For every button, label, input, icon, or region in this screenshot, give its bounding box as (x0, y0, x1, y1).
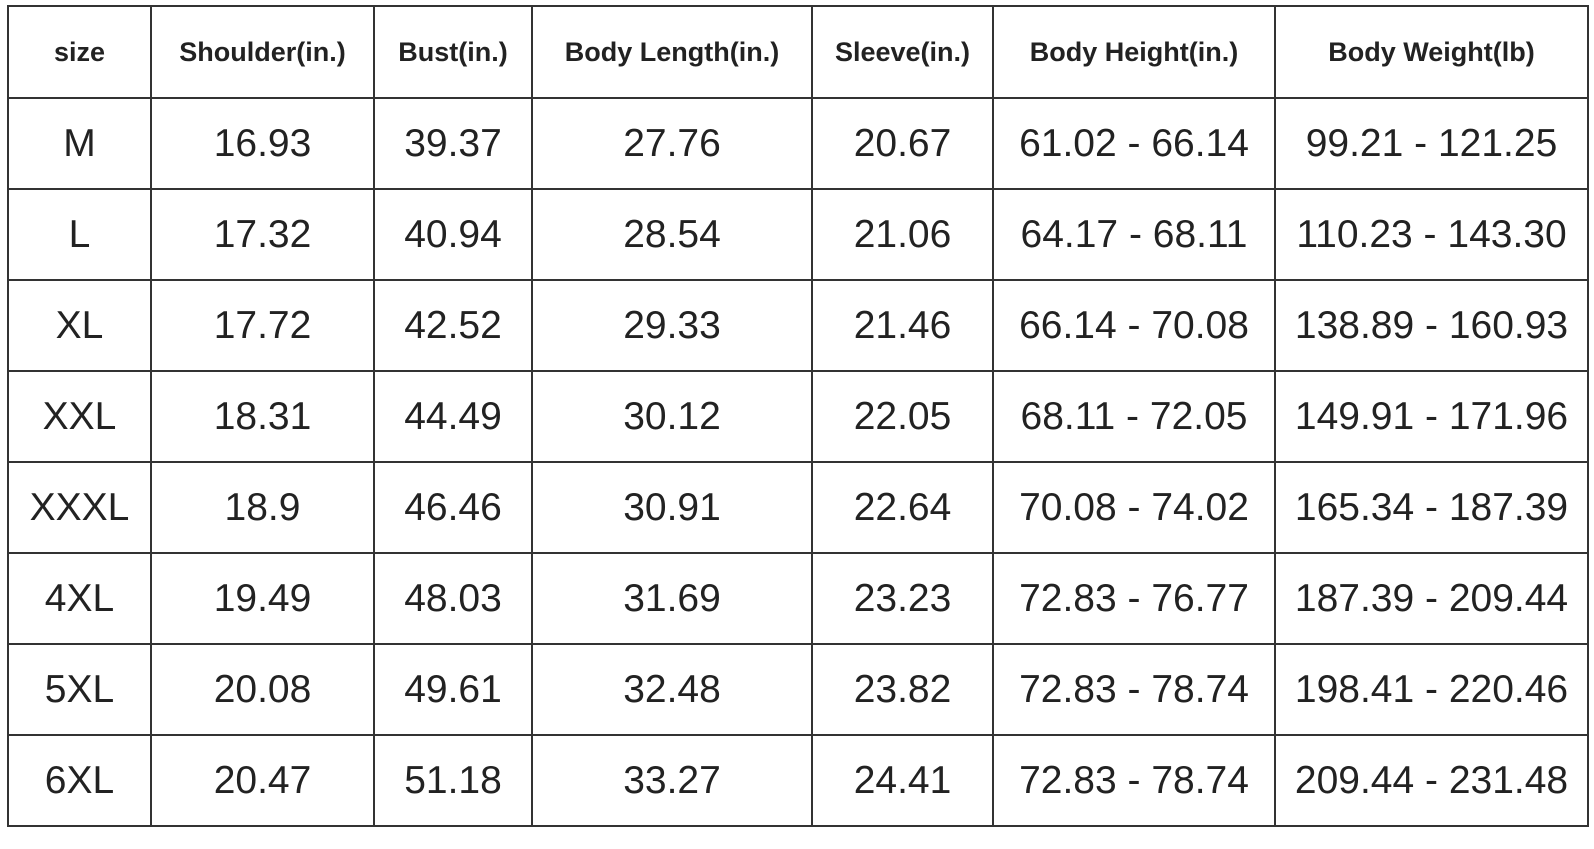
value-cell: 70.08 - 74.02 (992, 461, 1276, 554)
value-cell: 39.37 (373, 97, 533, 190)
value-cell: 18.9 (150, 461, 375, 554)
value-cell: 30.91 (531, 461, 813, 554)
value-cell: 17.32 (150, 188, 375, 281)
value-cell: 68.11 - 72.05 (992, 370, 1276, 463)
value-cell: 44.49 (373, 370, 533, 463)
value-cell: 42.52 (373, 279, 533, 372)
value-cell: 21.46 (811, 279, 994, 372)
value-cell: 16.93 (150, 97, 375, 190)
size-cell: 5XL (7, 643, 152, 736)
value-cell: 72.83 - 76.77 (992, 552, 1276, 645)
size-table: size Shoulder(in.) Bust(in.) Body Length(in… (7, 5, 1589, 827)
value-cell: 110.23 - 143.30 (1274, 188, 1589, 281)
value-cell: 99.21 - 121.25 (1274, 97, 1589, 190)
table-row: XXXL 18.9 46.46 30.91 22.64 70.08 - 74.02 165.… (7, 461, 1589, 554)
header-cell: Sleeve(in.) (811, 5, 994, 99)
value-cell: 72.83 - 78.74 (992, 643, 1276, 736)
value-cell: 19.49 (150, 552, 375, 645)
size-cell: M (7, 97, 152, 190)
value-cell: 48.03 (373, 552, 533, 645)
value-cell: 138.89 - 160.93 (1274, 279, 1589, 372)
table-row: 6XL 20.47 51.18 33.27 24.41 72.83 - 78.74 209.… (7, 734, 1589, 827)
value-cell: 17.72 (150, 279, 375, 372)
value-cell: 27.76 (531, 97, 813, 190)
value-cell: 23.82 (811, 643, 994, 736)
table-row: XXL 18.31 44.49 30.12 22.05 68.11 - 72.05 149.… (7, 370, 1589, 463)
size-cell: XXXL (7, 461, 152, 554)
table-row: 5XL 20.08 49.61 32.48 23.82 72.83 - 78.74 198.… (7, 643, 1589, 736)
size-cell: L (7, 188, 152, 281)
value-cell: 20.67 (811, 97, 994, 190)
value-cell: 198.41 - 220.46 (1274, 643, 1589, 736)
value-cell: 30.12 (531, 370, 813, 463)
table-row: 4XL 19.49 48.03 31.69 23.23 72.83 - 76.77 187.… (7, 552, 1589, 645)
value-cell: 31.69 (531, 552, 813, 645)
table-body: M 16.93 39.37 27.76 20.67 61.02 - 66.14 99.21 … (7, 97, 1589, 827)
value-cell: 29.33 (531, 279, 813, 372)
value-cell: 209.44 - 231.48 (1274, 734, 1589, 827)
value-cell: 28.54 (531, 188, 813, 281)
value-cell: 149.91 - 171.96 (1274, 370, 1589, 463)
value-cell: 40.94 (373, 188, 533, 281)
value-cell: 21.06 (811, 188, 994, 281)
size-cell: 4XL (7, 552, 152, 645)
value-cell: 18.31 (150, 370, 375, 463)
value-cell: 49.61 (373, 643, 533, 736)
value-cell: 46.46 (373, 461, 533, 554)
size-cell: XL (7, 279, 152, 372)
value-cell: 20.08 (150, 643, 375, 736)
header-row: size Shoulder(in.) Bust(in.) Body Length(in… (7, 5, 1589, 99)
header-cell: Body Height(in.) (992, 5, 1276, 99)
value-cell: 64.17 - 68.11 (992, 188, 1276, 281)
value-cell: 66.14 - 70.08 (992, 279, 1276, 372)
size-cell: XXL (7, 370, 152, 463)
table-row: L 17.32 40.94 28.54 21.06 64.17 - 68.11 110.23… (7, 188, 1589, 281)
value-cell: 61.02 - 66.14 (992, 97, 1276, 190)
header-cell: Body Length(in.) (531, 5, 813, 99)
header-cell: Shoulder(in.) (150, 5, 375, 99)
header-cell: Bust(in.) (373, 5, 533, 99)
table-row: M 16.93 39.37 27.76 20.67 61.02 - 66.14 99.21 … (7, 97, 1589, 190)
value-cell: 23.23 (811, 552, 994, 645)
value-cell: 165.34 - 187.39 (1274, 461, 1589, 554)
value-cell: 72.83 - 78.74 (992, 734, 1276, 827)
value-cell: 20.47 (150, 734, 375, 827)
value-cell: 22.05 (811, 370, 994, 463)
value-cell: 24.41 (811, 734, 994, 827)
value-cell: 33.27 (531, 734, 813, 827)
value-cell: 22.64 (811, 461, 994, 554)
header-cell: size (7, 5, 152, 99)
value-cell: 51.18 (373, 734, 533, 827)
header-cell: Body Weight(lb) (1274, 5, 1589, 99)
value-cell: 32.48 (531, 643, 813, 736)
table-row: XL 17.72 42.52 29.33 21.46 66.14 - 70.08 138.8… (7, 279, 1589, 372)
value-cell: 187.39 - 209.44 (1274, 552, 1589, 645)
size-cell: 6XL (7, 734, 152, 827)
table-header: size Shoulder(in.) Bust(in.) Body Length(in… (7, 5, 1589, 99)
